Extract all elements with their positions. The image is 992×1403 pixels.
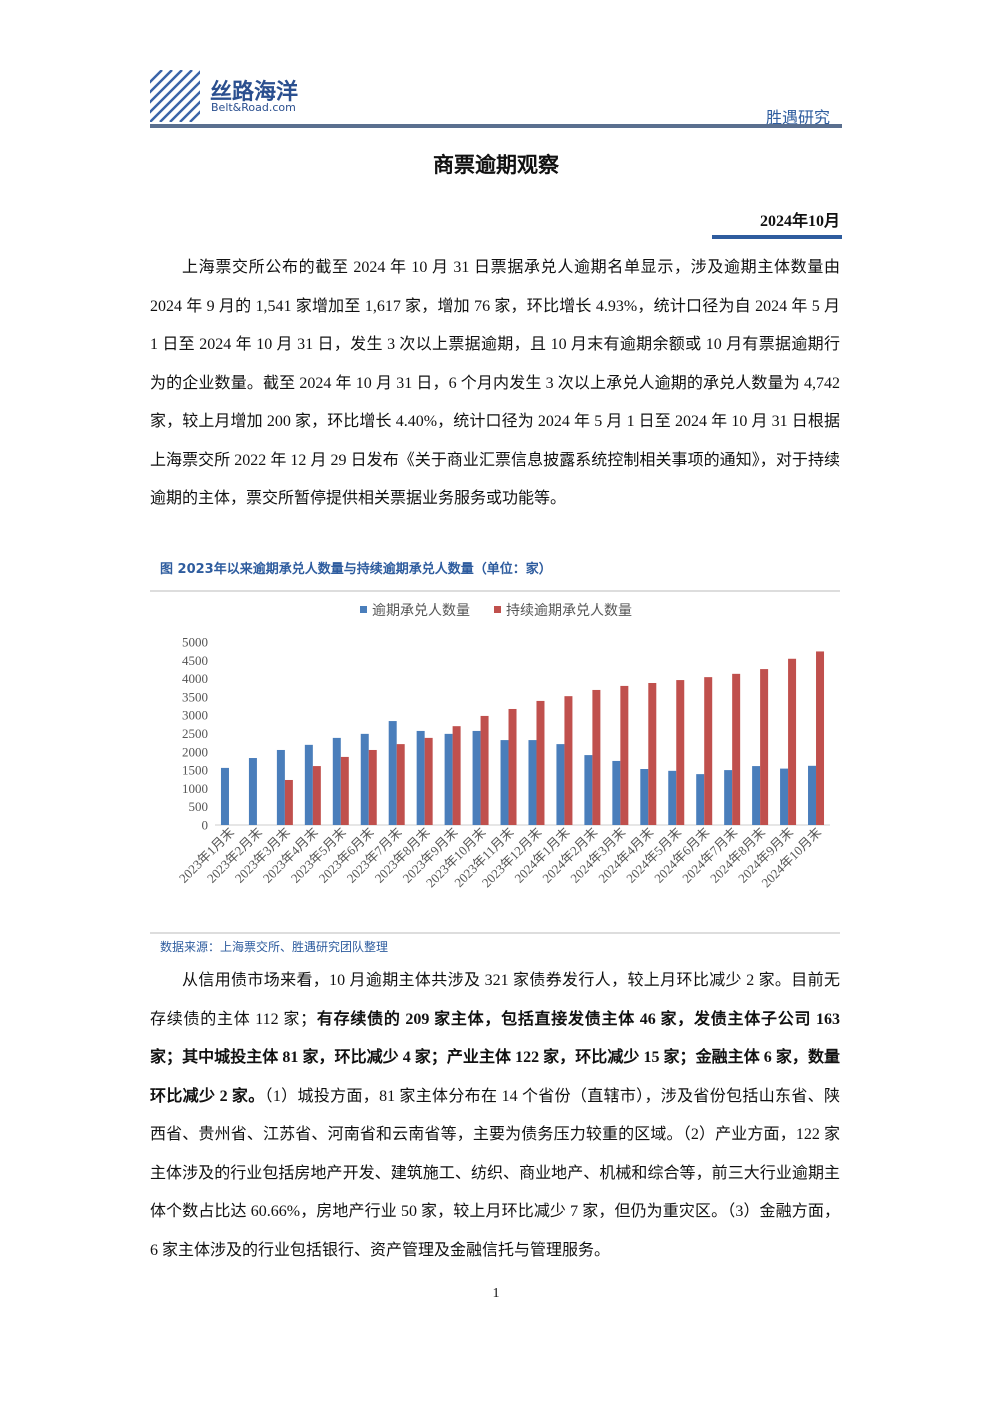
y-tick-label: 4000 (182, 671, 208, 686)
bar (500, 740, 509, 825)
bar (668, 770, 677, 825)
bar (788, 658, 797, 825)
bar (424, 737, 433, 825)
bar (528, 740, 537, 825)
doc-date: 2024年10月 (759, 213, 840, 230)
bar (612, 760, 621, 825)
bar (620, 685, 629, 825)
text-run: 从信用债市场来看，10 月逾期主体共涉及 321 家债券发行人，较上月环比减少 … (150, 972, 840, 1028)
y-tick-label: 1000 (182, 781, 208, 796)
date-rule (712, 235, 842, 239)
bar (556, 744, 565, 825)
y-tick-label: 3500 (182, 689, 208, 704)
paragraph: 上海票交所公布的截至 2024 年 10 月 31 日票据承兑人逾期名单显示，涉… (150, 249, 840, 519)
bar (472, 730, 481, 825)
bar (536, 700, 545, 825)
bar (732, 673, 741, 825)
bar (808, 765, 817, 825)
bar (508, 708, 517, 825)
bar (444, 733, 453, 825)
bar (340, 756, 349, 825)
figure-source: 数据来源：上海票交所、胜遇研究团队整理 (160, 940, 389, 954)
bar (780, 768, 789, 825)
logo-sub: Belt&Road.com (211, 101, 296, 114)
bar (696, 774, 705, 825)
bar (480, 715, 489, 825)
bar (816, 651, 825, 825)
bar (752, 766, 761, 825)
y-tick-label: 1500 (182, 763, 208, 778)
logo-mark (150, 70, 200, 122)
bar (592, 689, 601, 825)
bar (396, 744, 405, 825)
legend-label: 持续逾期承兑人数量 (506, 602, 632, 619)
legend-label: 逾期承兑人数量 (372, 603, 470, 619)
bar (648, 682, 657, 825)
bar (760, 669, 769, 825)
header-rule (150, 124, 842, 128)
bar (640, 769, 649, 825)
y-tick-label: 500 (189, 799, 209, 814)
paragraph: 从信用债市场来看，10 月逾期主体共涉及 321 家债券发行人，较上月环比减少 … (150, 962, 840, 1270)
bar (368, 749, 377, 825)
bar (248, 758, 257, 825)
figure-caption: 图 2023年以来逾期承兑人数量与持续逾期承兑人数量（单位：家） (160, 562, 552, 577)
bar (584, 755, 593, 825)
bar (452, 726, 461, 825)
bar (724, 770, 733, 825)
bar (332, 737, 341, 825)
bar (220, 767, 229, 825)
section-name: 胜遇研究 (765, 108, 830, 127)
bar (704, 677, 713, 825)
bar (276, 749, 285, 825)
page-number: 1 (492, 1286, 500, 1301)
y-tick-label: 2500 (182, 726, 208, 741)
text-run: 上海票交所公布的截至 2024 年 10 月 31 日票据承兑人逾期名单显示，涉… (150, 259, 840, 507)
bar (676, 680, 685, 825)
bar (564, 696, 573, 825)
legend-swatch (494, 606, 501, 613)
bold-run: 有存续债的 209 家主体，包括直接发债主体 46 家，发债主体子公司 163 … (150, 1010, 840, 1105)
doc-title: 商票逾期观察 (433, 153, 559, 177)
y-tick-label: 0 (202, 818, 209, 833)
bar (284, 779, 293, 825)
chart: 0 500 1000 1500 2000 2500 3000 3500 4000 4500 5000… (150, 590, 840, 934)
bar (388, 721, 397, 825)
y-tick-label: 2000 (182, 744, 208, 759)
bar (304, 744, 313, 825)
bar (416, 730, 425, 825)
text-run: （1）城投方面，81 家主体分布在 14 个省份（直辖市），涉及省份包括山东省、… (150, 1087, 840, 1259)
y-tick-label: 5000 (182, 635, 208, 650)
bar (312, 766, 321, 825)
logo-text: 丝路海洋 (210, 80, 299, 105)
y-tick-label: 4500 (182, 653, 208, 668)
y-tick-label: 3000 (182, 708, 208, 723)
legend-swatch (360, 606, 367, 613)
bar (360, 733, 369, 825)
